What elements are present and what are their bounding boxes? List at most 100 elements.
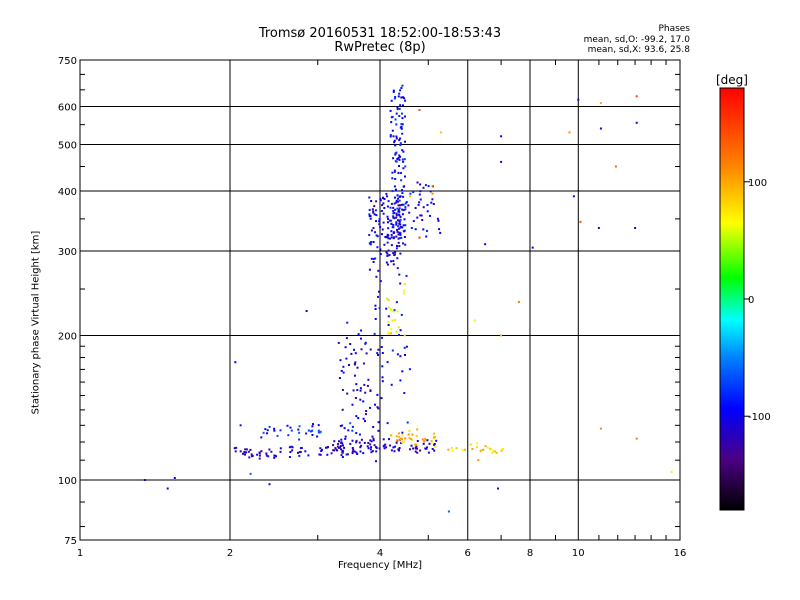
echo-point: [249, 472, 252, 475]
echo-point: [378, 447, 381, 450]
echo-point: [379, 199, 382, 202]
echo-point: [383, 198, 386, 200]
echo-point: [473, 319, 476, 322]
echo-point: [389, 444, 392, 447]
echo-point: [279, 429, 282, 432]
echo-point: [399, 282, 402, 285]
echo-point: [242, 452, 244, 455]
echo-point: [251, 454, 254, 457]
echo-point: [400, 127, 403, 130]
echo-point: [364, 341, 367, 344]
chart-title: Tromsø 20160531 18:52:00-18:53:43: [258, 26, 502, 41]
echo-point: [291, 449, 294, 452]
echo-point: [391, 177, 394, 180]
echo-point: [404, 354, 406, 356]
echo-point: [360, 337, 362, 340]
echo-point: [400, 179, 403, 182]
echo-point: [412, 447, 415, 450]
echo-point: [298, 454, 301, 457]
echo-point: [381, 365, 384, 368]
echo-point: [390, 233, 393, 236]
echo-point: [396, 267, 399, 270]
echo-point: [400, 313, 403, 316]
echo-point: [433, 432, 435, 435]
echo-point: [404, 175, 406, 178]
echo-point: [433, 436, 435, 439]
echo-point: [351, 403, 354, 406]
echo-point: [395, 441, 398, 444]
echo-point: [347, 429, 350, 432]
echo-point: [425, 447, 428, 450]
echo-point: [339, 446, 342, 449]
echo-point: [388, 306, 391, 309]
echo-point: [339, 445, 342, 447]
echo-point: [391, 129, 394, 132]
echo-point: [371, 435, 374, 438]
echo-point: [397, 157, 400, 159]
echo-point: [403, 97, 406, 100]
echo-point: [447, 510, 450, 513]
echo-point: [390, 219, 393, 222]
echo-point: [398, 92, 401, 95]
echo-point: [394, 178, 397, 180]
echo-point: [414, 450, 417, 453]
echo-point: [386, 297, 389, 300]
echo-point: [387, 315, 390, 318]
echo-point: [353, 348, 355, 351]
echo-point: [403, 440, 406, 443]
echo-point: [500, 448, 503, 451]
echo-point: [401, 123, 404, 126]
echo-point: [372, 437, 375, 440]
echo-point: [372, 426, 375, 428]
echo-point: [143, 479, 146, 481]
echo-point: [416, 447, 419, 450]
echo-point: [379, 198, 382, 200]
echo-point: [290, 429, 293, 432]
echo-point: [409, 195, 412, 198]
echo-point: [376, 393, 379, 396]
echo-point: [267, 455, 270, 458]
echo-point: [340, 441, 343, 444]
echo-point: [387, 331, 390, 334]
echo-point: [360, 438, 363, 441]
echo-point: [288, 446, 291, 449]
echo-point: [398, 245, 401, 248]
echo-point: [382, 202, 385, 205]
echo-point: [390, 244, 393, 247]
echo-point: [376, 246, 379, 249]
echo-point: [318, 453, 321, 456]
echo-point: [260, 450, 263, 453]
echo-point: [368, 242, 371, 245]
echo-point: [397, 326, 400, 329]
echo-point: [355, 451, 358, 454]
echo-point: [412, 191, 415, 193]
echo-point: [397, 200, 399, 203]
echo-point: [376, 406, 379, 409]
echo-point: [374, 257, 377, 260]
echo-point: [421, 219, 424, 221]
echo-point: [351, 425, 354, 428]
echo-point: [378, 218, 381, 220]
echo-point: [497, 487, 499, 490]
echo-point: [319, 447, 322, 450]
echo-point: [386, 236, 389, 238]
echo-point: [425, 235, 428, 238]
echo-point: [471, 448, 474, 450]
echo-point: [359, 450, 362, 453]
echo-point: [436, 217, 439, 220]
echo-point: [368, 213, 371, 216]
echo-point: [401, 213, 404, 216]
echo-point: [353, 363, 356, 366]
echo-point: [354, 352, 357, 355]
echo-point: [397, 233, 400, 236]
echo-point: [399, 144, 402, 147]
echo-point: [340, 369, 343, 372]
colorbar-tick-label: 0: [748, 295, 754, 306]
echo-point: [383, 447, 386, 450]
y-tick-label: 500: [58, 141, 77, 152]
echo-point: [400, 236, 403, 239]
echo-point: [500, 160, 503, 163]
echo-point: [279, 450, 282, 453]
echo-point: [402, 289, 405, 292]
